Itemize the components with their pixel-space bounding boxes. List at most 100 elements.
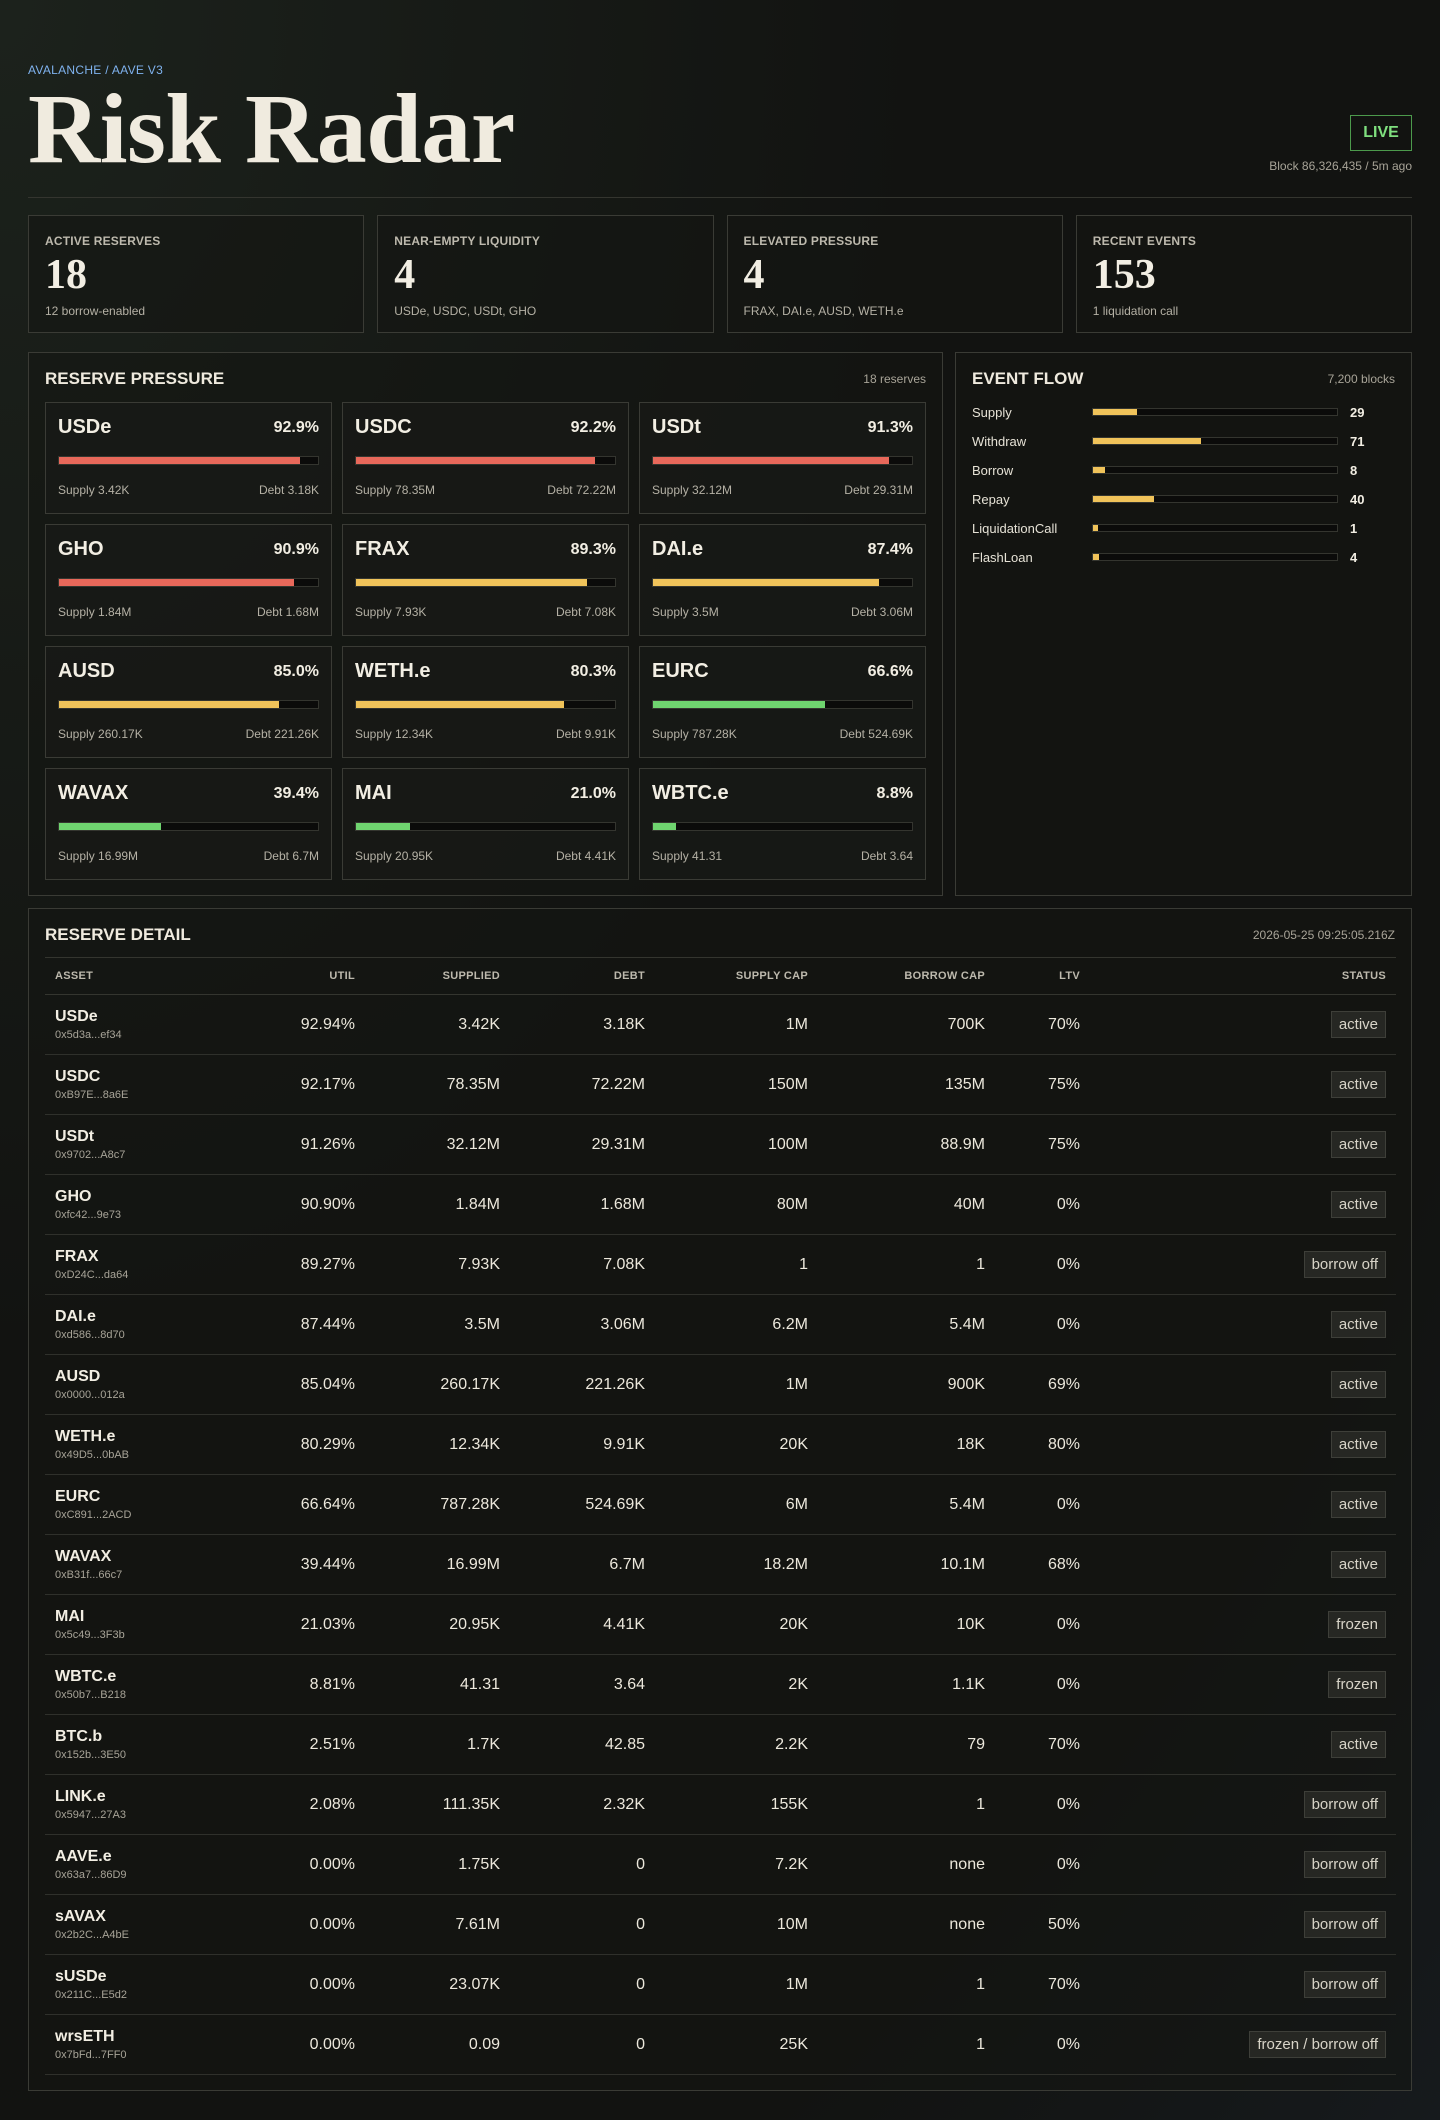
asset-symbol: sUSDe xyxy=(55,1968,107,1985)
cell-debt: 1.68M xyxy=(510,1174,655,1235)
stat-sub: USDe, USDC, USDt, GHO xyxy=(394,304,537,318)
table-row[interactable]: AUSD 0x0000...012a 85.04% 260.17K 221.26K 1M 9… xyxy=(45,1354,1396,1415)
asset-address: 0x0000...012a xyxy=(55,1389,125,1401)
cell-status: active xyxy=(1090,1474,1396,1535)
reserve-card[interactable]: WAVAX 39.4% Supply 16.99M Debt 6.7M xyxy=(45,768,332,880)
col-asset[interactable]: ASSET xyxy=(45,957,235,995)
asset-symbol: EURC xyxy=(55,1488,101,1505)
reserve-card[interactable]: USDt 91.3% Supply 32.12M Debt 29.31M xyxy=(639,402,926,514)
stat-sub: 12 borrow-enabled xyxy=(45,304,146,318)
panel-meta: 18 reserves xyxy=(863,372,926,386)
cell-borrow-cap: 900K xyxy=(818,1354,995,1415)
cell-status: borrow off xyxy=(1090,1894,1396,1955)
cell-supply-cap: 20K xyxy=(655,1414,818,1475)
reserve-card[interactable]: USDe 92.9% Supply 3.42K Debt 3.18K xyxy=(45,402,332,514)
table-row[interactable]: EURC 0xC891...2ACD 66.64% 787.28K 524.69K 6M 5… xyxy=(45,1474,1396,1535)
reserve-card[interactable]: WBTC.e 8.8% Supply 41.31 Debt 3.64 xyxy=(639,768,926,880)
breadcrumb[interactable]: AVALANCHE / AAVE V3 xyxy=(28,63,164,77)
panel-title: EVENT FLOW xyxy=(972,369,1084,388)
col-util[interactable]: UTIL xyxy=(235,957,365,995)
utilization-bar xyxy=(58,700,319,709)
cell-ltv: 0% xyxy=(995,1294,1090,1355)
cell-util: 89.27% xyxy=(235,1234,365,1295)
table-row[interactable]: MAI 0x5c49...3F3b 21.03% 20.95K 4.41K 20K 10K 0… xyxy=(45,1594,1396,1655)
table-row[interactable]: DAI.e 0xd586...8d70 87.44% 3.5M 3.06M 6.2M 5.4… xyxy=(45,1294,1396,1355)
cell-asset: LINK.e 0x5947...27A3 xyxy=(45,1774,235,1835)
status-badge: frozen xyxy=(1328,1671,1386,1698)
asset-address: 0x63a7...86D9 xyxy=(55,1869,127,1881)
reserve-pressure-panel: RESERVE PRESSURE 18 reserves USDe 92.9% Su… xyxy=(28,352,943,896)
table-row[interactable]: GHO 0xfc42...9e73 90.90% 1.84M 1.68M 80M 40M 0%… xyxy=(45,1174,1396,1235)
asset-symbol: LINK.e xyxy=(55,1788,106,1805)
cell-asset: FRAX 0xD24C...da64 xyxy=(45,1234,235,1295)
reserve-card[interactable]: WETH.e 80.3% Supply 12.34K Debt 9.91K xyxy=(342,646,629,758)
reserve-card[interactable]: USDC 92.2% Supply 78.35M Debt 72.22M xyxy=(342,402,629,514)
reserve-card[interactable]: FRAX 89.3% Supply 7.93K Debt 7.08K xyxy=(342,524,629,636)
table-row[interactable]: USDe 0x5d3a...ef34 92.94% 3.42K 3.18K 1M 700K 7… xyxy=(45,994,1396,1055)
cell-borrow-cap: 88.9M xyxy=(818,1114,995,1175)
cell-status: borrow off xyxy=(1090,1774,1396,1835)
cell-asset: sUSDe 0x211C...E5d2 xyxy=(45,1954,235,2015)
asset-address: 0x7bFd...7FF0 xyxy=(55,2049,127,2061)
reserve-card-debt: Debt 221.26K xyxy=(245,727,319,741)
reserve-card-grid: USDe 92.9% Supply 3.42K Debt 3.18K USDC 92.2%… xyxy=(45,402,926,880)
cell-asset: AAVE.e 0x63a7...86D9 xyxy=(45,1834,235,1895)
table-header-row: ASSET UTIL SUPPLIED DEBT SUPPLY CAP BORR… xyxy=(45,957,1396,995)
reserve-card-debt: Debt 4.41K xyxy=(555,849,616,863)
cell-borrow-cap: 40M xyxy=(818,1174,995,1235)
reserve-card-debt: Debt 7.08K xyxy=(555,605,616,619)
table-row[interactable]: wrsETH 0x7bFd...7FF0 0.00% 0.09 0 25K 1 0% froze… xyxy=(45,2014,1396,2075)
reserve-card[interactable]: AUSD 85.0% Supply 260.17K Debt 221.26K xyxy=(45,646,332,758)
stat-card-recent-events: RECENT EVENTS 153 1 liquidation call xyxy=(1075,215,1412,333)
event-count: 1 xyxy=(1350,521,1358,536)
col-ltv[interactable]: LTV xyxy=(995,957,1090,995)
reserve-detail-panel: RESERVE DETAIL 2026-05-25 09:25:05.216Z … xyxy=(28,908,1412,2091)
table-row[interactable]: AAVE.e 0x63a7...86D9 0.00% 1.75K 0 7.2K none 0%… xyxy=(45,1834,1396,1895)
utilization-bar-fill xyxy=(653,457,890,464)
utilization-bar-fill xyxy=(653,823,676,830)
cell-util: 87.44% xyxy=(235,1294,365,1355)
asset-symbol: WETH.e xyxy=(55,1428,116,1445)
col-supply-cap[interactable]: SUPPLY CAP xyxy=(655,957,818,995)
cell-util: 92.17% xyxy=(235,1054,365,1115)
table-row[interactable]: FRAX 0xD24C...da64 89.27% 7.93K 7.08K 1 1 0% bor… xyxy=(45,1234,1396,1295)
table-row[interactable]: sUSDe 0x211C...E5d2 0.00% 23.07K 0 1M 1 70% borr… xyxy=(45,1954,1396,2015)
cell-supplied: 78.35M xyxy=(365,1054,510,1115)
table-row[interactable]: WAVAX 0xB31f...66c7 39.44% 16.99M 6.7M 18.2M 1… xyxy=(45,1534,1396,1595)
asset-symbol: wrsETH xyxy=(55,2028,115,2045)
cell-util: 90.90% xyxy=(235,1174,365,1235)
asset-symbol: WAVAX xyxy=(55,1548,112,1565)
cell-ltv: 75% xyxy=(995,1114,1090,1175)
cell-status: borrow off xyxy=(1090,1954,1396,2015)
table-row[interactable]: LINK.e 0x5947...27A3 2.08% 111.35K 2.32K 155K… xyxy=(45,1774,1396,1835)
table-row[interactable]: USDt 0x9702...A8c7 91.26% 32.12M 29.31M 100M 8… xyxy=(45,1114,1396,1175)
reserve-card-debt: Debt 9.91K xyxy=(555,727,616,741)
asset-symbol: USDt xyxy=(55,1128,95,1145)
table-row[interactable]: WBTC.e 0x50b7...B218 8.81% 41.31 3.64 2K 1.1K 0… xyxy=(45,1654,1396,1715)
col-supplied[interactable]: SUPPLIED xyxy=(365,957,510,995)
status-badge: active xyxy=(1330,1011,1386,1038)
cell-supplied: 7.93K xyxy=(365,1234,510,1295)
cell-supplied: 1.7K xyxy=(365,1714,510,1775)
cell-asset: USDC 0xB97E...8a6E xyxy=(45,1054,235,1115)
table-row[interactable]: USDC 0xB97E...8a6E 92.17% 78.35M 72.22M 150M 1… xyxy=(45,1054,1396,1115)
table-row[interactable]: BTC.b 0x152b...3E50 2.51% 1.7K 42.85 2.2K 79 70… xyxy=(45,1714,1396,1775)
reserve-card[interactable]: DAI.e 87.4% Supply 3.5M Debt 3.06M xyxy=(639,524,926,636)
table-row[interactable]: WETH.e 0x49D5...0bAB 80.29% 12.34K 9.91K 20K 1… xyxy=(45,1414,1396,1475)
reserve-card[interactable]: GHO 90.9% Supply 1.84M Debt 1.68M xyxy=(45,524,332,636)
reserve-card[interactable]: MAI 21.0% Supply 20.95K Debt 4.41K xyxy=(342,768,629,880)
col-borrow-cap[interactable]: BORROW CAP xyxy=(818,957,995,995)
table-row[interactable]: sAVAX 0x2b2C...A4bE 0.00% 7.61M 0 10M none 50% b… xyxy=(45,1894,1396,1955)
cell-debt: 42.85 xyxy=(510,1714,655,1775)
col-status[interactable]: STATUS xyxy=(1090,957,1396,995)
asset-address: 0x152b...3E50 xyxy=(55,1749,126,1761)
col-debt[interactable]: DEBT xyxy=(510,957,655,995)
reserve-card-name: WAVAX xyxy=(58,782,129,804)
cell-debt: 2.32K xyxy=(510,1774,655,1835)
event-list: Supply 29 Withdraw 71 Borrow 8 Repay 40 Liquidat… xyxy=(972,401,1395,575)
cell-status: frozen / borrow off xyxy=(1090,2014,1396,2075)
status-badge: borrow off xyxy=(1303,1791,1386,1818)
cell-borrow-cap: 18K xyxy=(818,1414,995,1475)
reserve-card[interactable]: EURC 66.6% Supply 787.28K Debt 524.69K xyxy=(639,646,926,758)
